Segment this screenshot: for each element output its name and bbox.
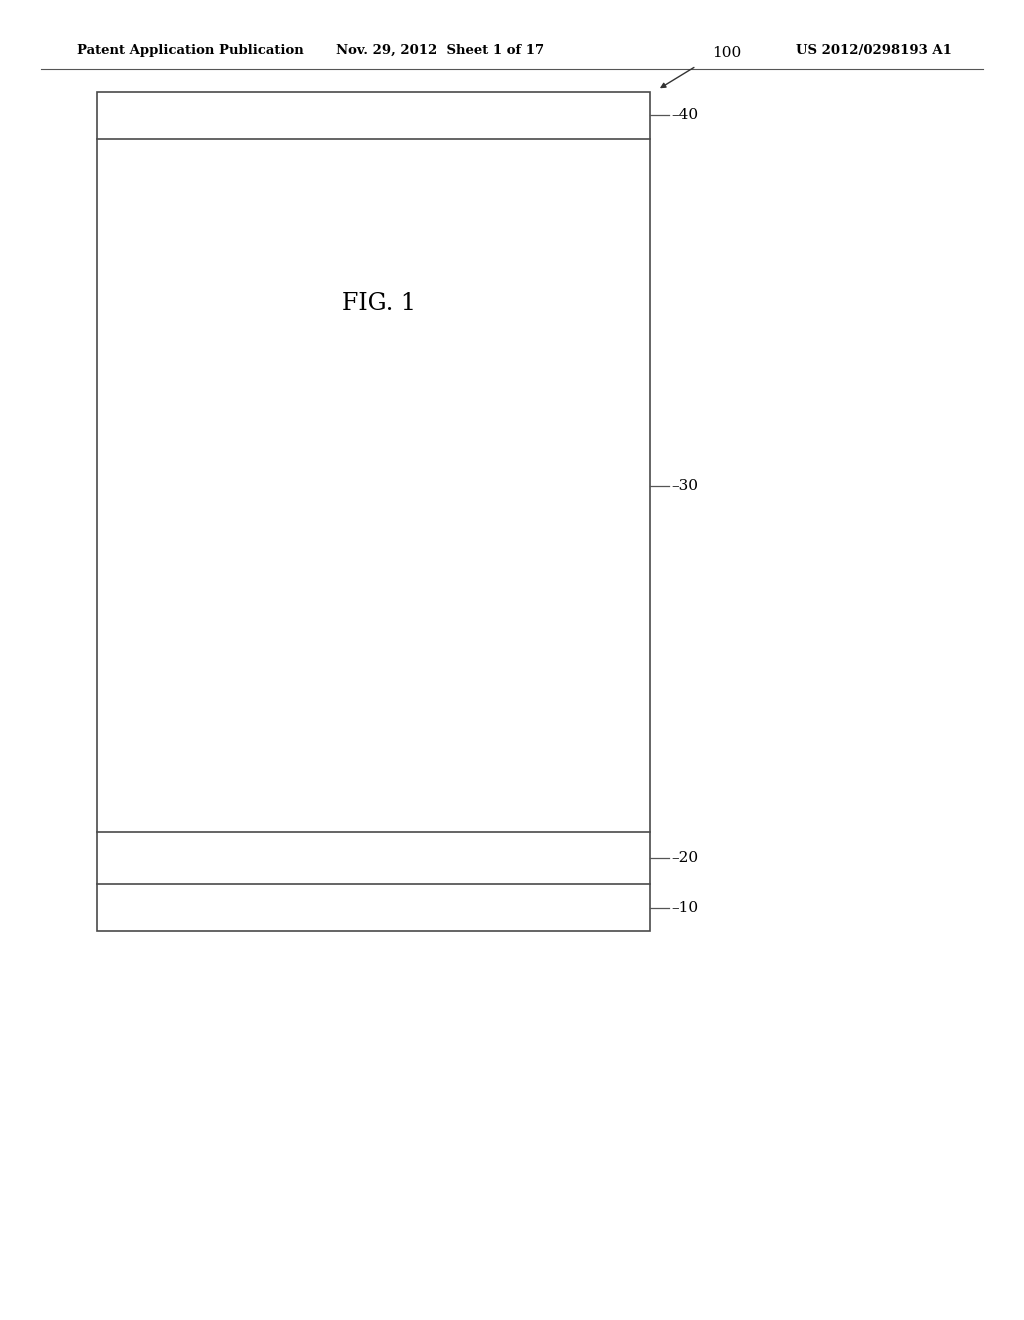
Text: –20: –20 bbox=[672, 851, 698, 865]
Text: –40: –40 bbox=[672, 108, 698, 121]
Bar bbox=[97, 92, 650, 931]
Text: Patent Application Publication: Patent Application Publication bbox=[77, 44, 303, 57]
Text: US 2012/0298193 A1: US 2012/0298193 A1 bbox=[797, 44, 952, 57]
Text: Nov. 29, 2012  Sheet 1 of 17: Nov. 29, 2012 Sheet 1 of 17 bbox=[336, 44, 545, 57]
Text: –30: –30 bbox=[672, 479, 698, 492]
Text: 100: 100 bbox=[712, 46, 741, 59]
Text: –10: –10 bbox=[672, 902, 698, 915]
Text: FIG. 1: FIG. 1 bbox=[342, 292, 416, 315]
